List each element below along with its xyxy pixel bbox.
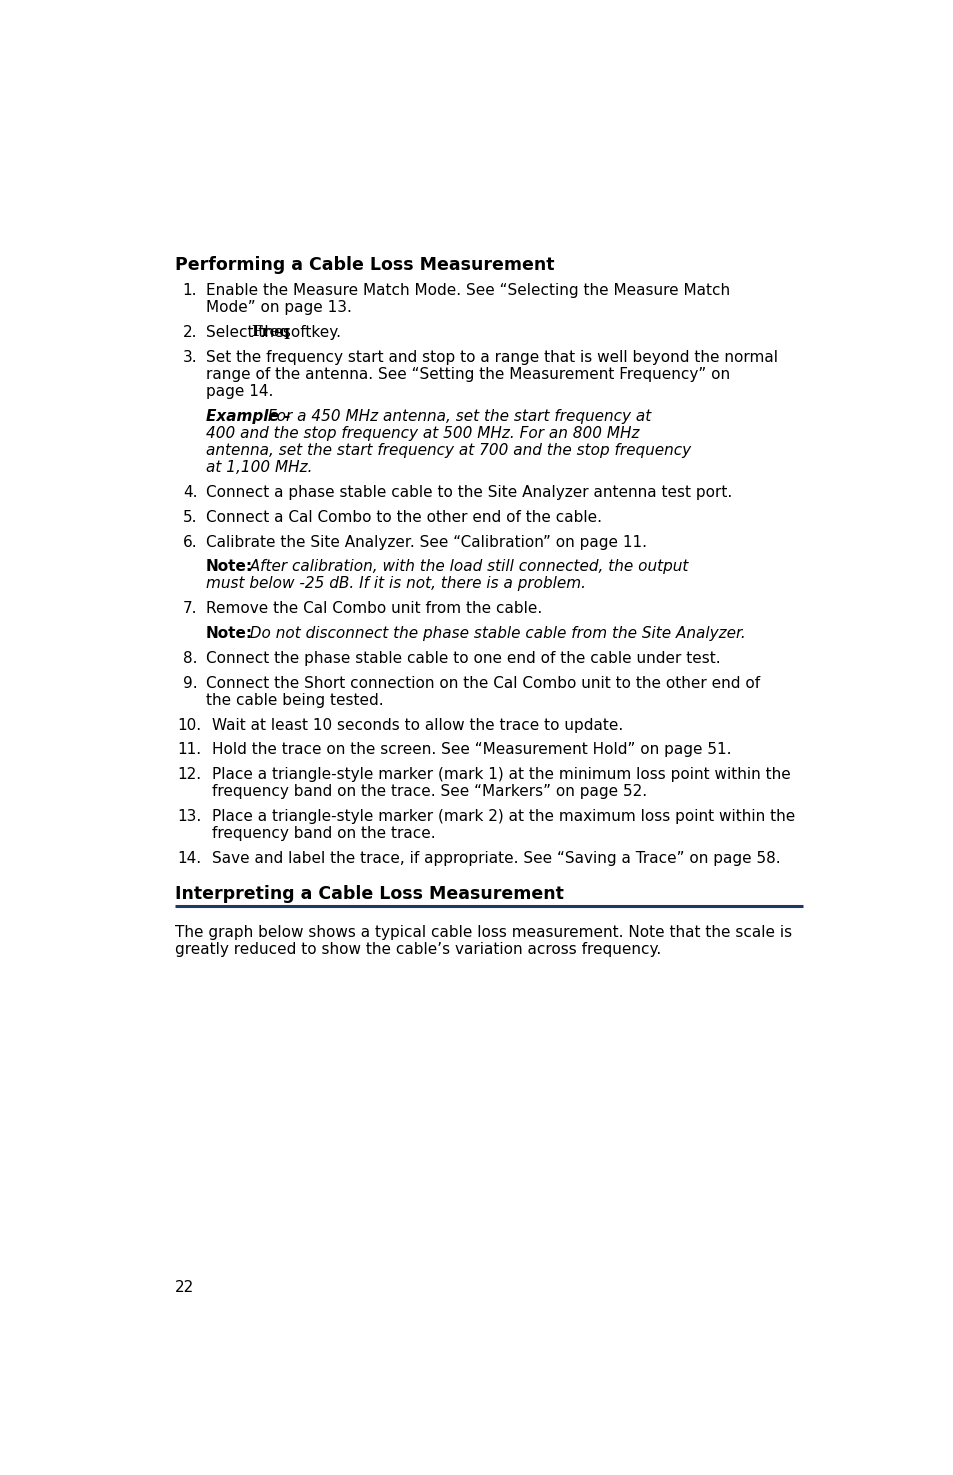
Text: Performing a Cable Loss Measurement: Performing a Cable Loss Measurement [174,255,554,273]
Text: After calibration, with the load still connected, the output: After calibration, with the load still c… [240,559,688,574]
Text: The graph below shows a typical cable loss measurement. Note that the scale is
g: The graph below shows a typical cable lo… [174,925,791,957]
Text: 22: 22 [174,1280,194,1295]
Text: 11.: 11. [177,742,201,757]
Text: 5.: 5. [183,510,197,525]
Text: Connect the Short connection on the Cal Combo unit to the other end of: Connect the Short connection on the Cal … [206,676,760,690]
Text: 7.: 7. [183,602,197,617]
Text: 12.: 12. [177,767,201,782]
Text: 13.: 13. [177,808,201,825]
Text: Select the: Select the [206,324,288,341]
Text: For a 450 MHz antenna, set the start frequency at: For a 450 MHz antenna, set the start fre… [262,409,650,423]
Text: 400 and the stop frequency at 500 MHz. For an 800 MHz: 400 and the stop frequency at 500 MHz. F… [206,426,639,441]
Text: Save and label the trace, if appropriate. See “Saving a Trace” on page 58.: Save and label the trace, if appropriate… [212,851,781,866]
Text: Interpreting a Cable Loss Measurement: Interpreting a Cable Loss Measurement [174,885,563,903]
Text: 3.: 3. [183,350,197,364]
Text: 10.: 10. [177,717,201,733]
Text: the cable being tested.: the cable being tested. [206,693,383,708]
Text: page 14.: page 14. [206,384,274,400]
Text: Place a triangle-style marker (mark 1) at the minimum loss point within the: Place a triangle-style marker (mark 1) a… [212,767,790,782]
Text: Mode” on page 13.: Mode” on page 13. [206,301,352,316]
Text: Enable the Measure Match Mode. See “Selecting the Measure Match: Enable the Measure Match Mode. See “Sele… [206,283,729,298]
Text: 14.: 14. [177,851,201,866]
Text: Connect the phase stable cable to one end of the cable under test.: Connect the phase stable cable to one en… [206,650,720,665]
Text: 9.: 9. [183,676,197,690]
Text: Connect a Cal Combo to the other end of the cable.: Connect a Cal Combo to the other end of … [206,510,601,525]
Text: frequency band on the trace. See “Markers” on page 52.: frequency band on the trace. See “Marker… [212,785,647,799]
Text: softkey.: softkey. [277,324,340,341]
Text: Do not disconnect the phase stable cable from the Site Analyzer.: Do not disconnect the phase stable cable… [240,625,745,642]
Text: Set the frequency start and stop to a range that is well beyond the normal: Set the frequency start and stop to a ra… [206,350,778,364]
Text: must below -25 dB. If it is not, there is a problem.: must below -25 dB. If it is not, there i… [206,577,585,591]
Text: Wait at least 10 seconds to allow the trace to update.: Wait at least 10 seconds to allow the tr… [212,717,623,733]
Text: Note:: Note: [206,559,253,574]
Text: Freq: Freq [252,324,290,339]
Text: at 1,100 MHz.: at 1,100 MHz. [206,460,313,475]
Text: Place a triangle-style marker (mark 2) at the maximum loss point within the: Place a triangle-style marker (mark 2) a… [212,808,795,825]
Text: 4.: 4. [183,485,197,500]
Text: Note:: Note: [206,625,253,642]
Text: antenna, set the start frequency at 700 and the stop frequency: antenna, set the start frequency at 700 … [206,442,691,459]
Text: Connect a phase stable cable to the Site Analyzer antenna test port.: Connect a phase stable cable to the Site… [206,485,732,500]
Text: Hold the trace on the screen. See “Measurement Hold” on page 51.: Hold the trace on the screen. See “Measu… [212,742,731,757]
Text: range of the antenna. See “Setting the Measurement Frequency” on: range of the antenna. See “Setting the M… [206,367,729,382]
Text: frequency band on the trace.: frequency band on the trace. [212,826,436,841]
Text: Remove the Cal Combo unit from the cable.: Remove the Cal Combo unit from the cable… [206,602,541,617]
Text: Calibrate the Site Analyzer. See “Calibration” on page 11.: Calibrate the Site Analyzer. See “Calibr… [206,534,646,550]
Text: 1.: 1. [183,283,197,298]
Text: 8.: 8. [183,650,197,665]
Text: 2.: 2. [183,324,197,341]
Text: 6.: 6. [183,534,197,550]
Text: Example -: Example - [206,409,291,423]
